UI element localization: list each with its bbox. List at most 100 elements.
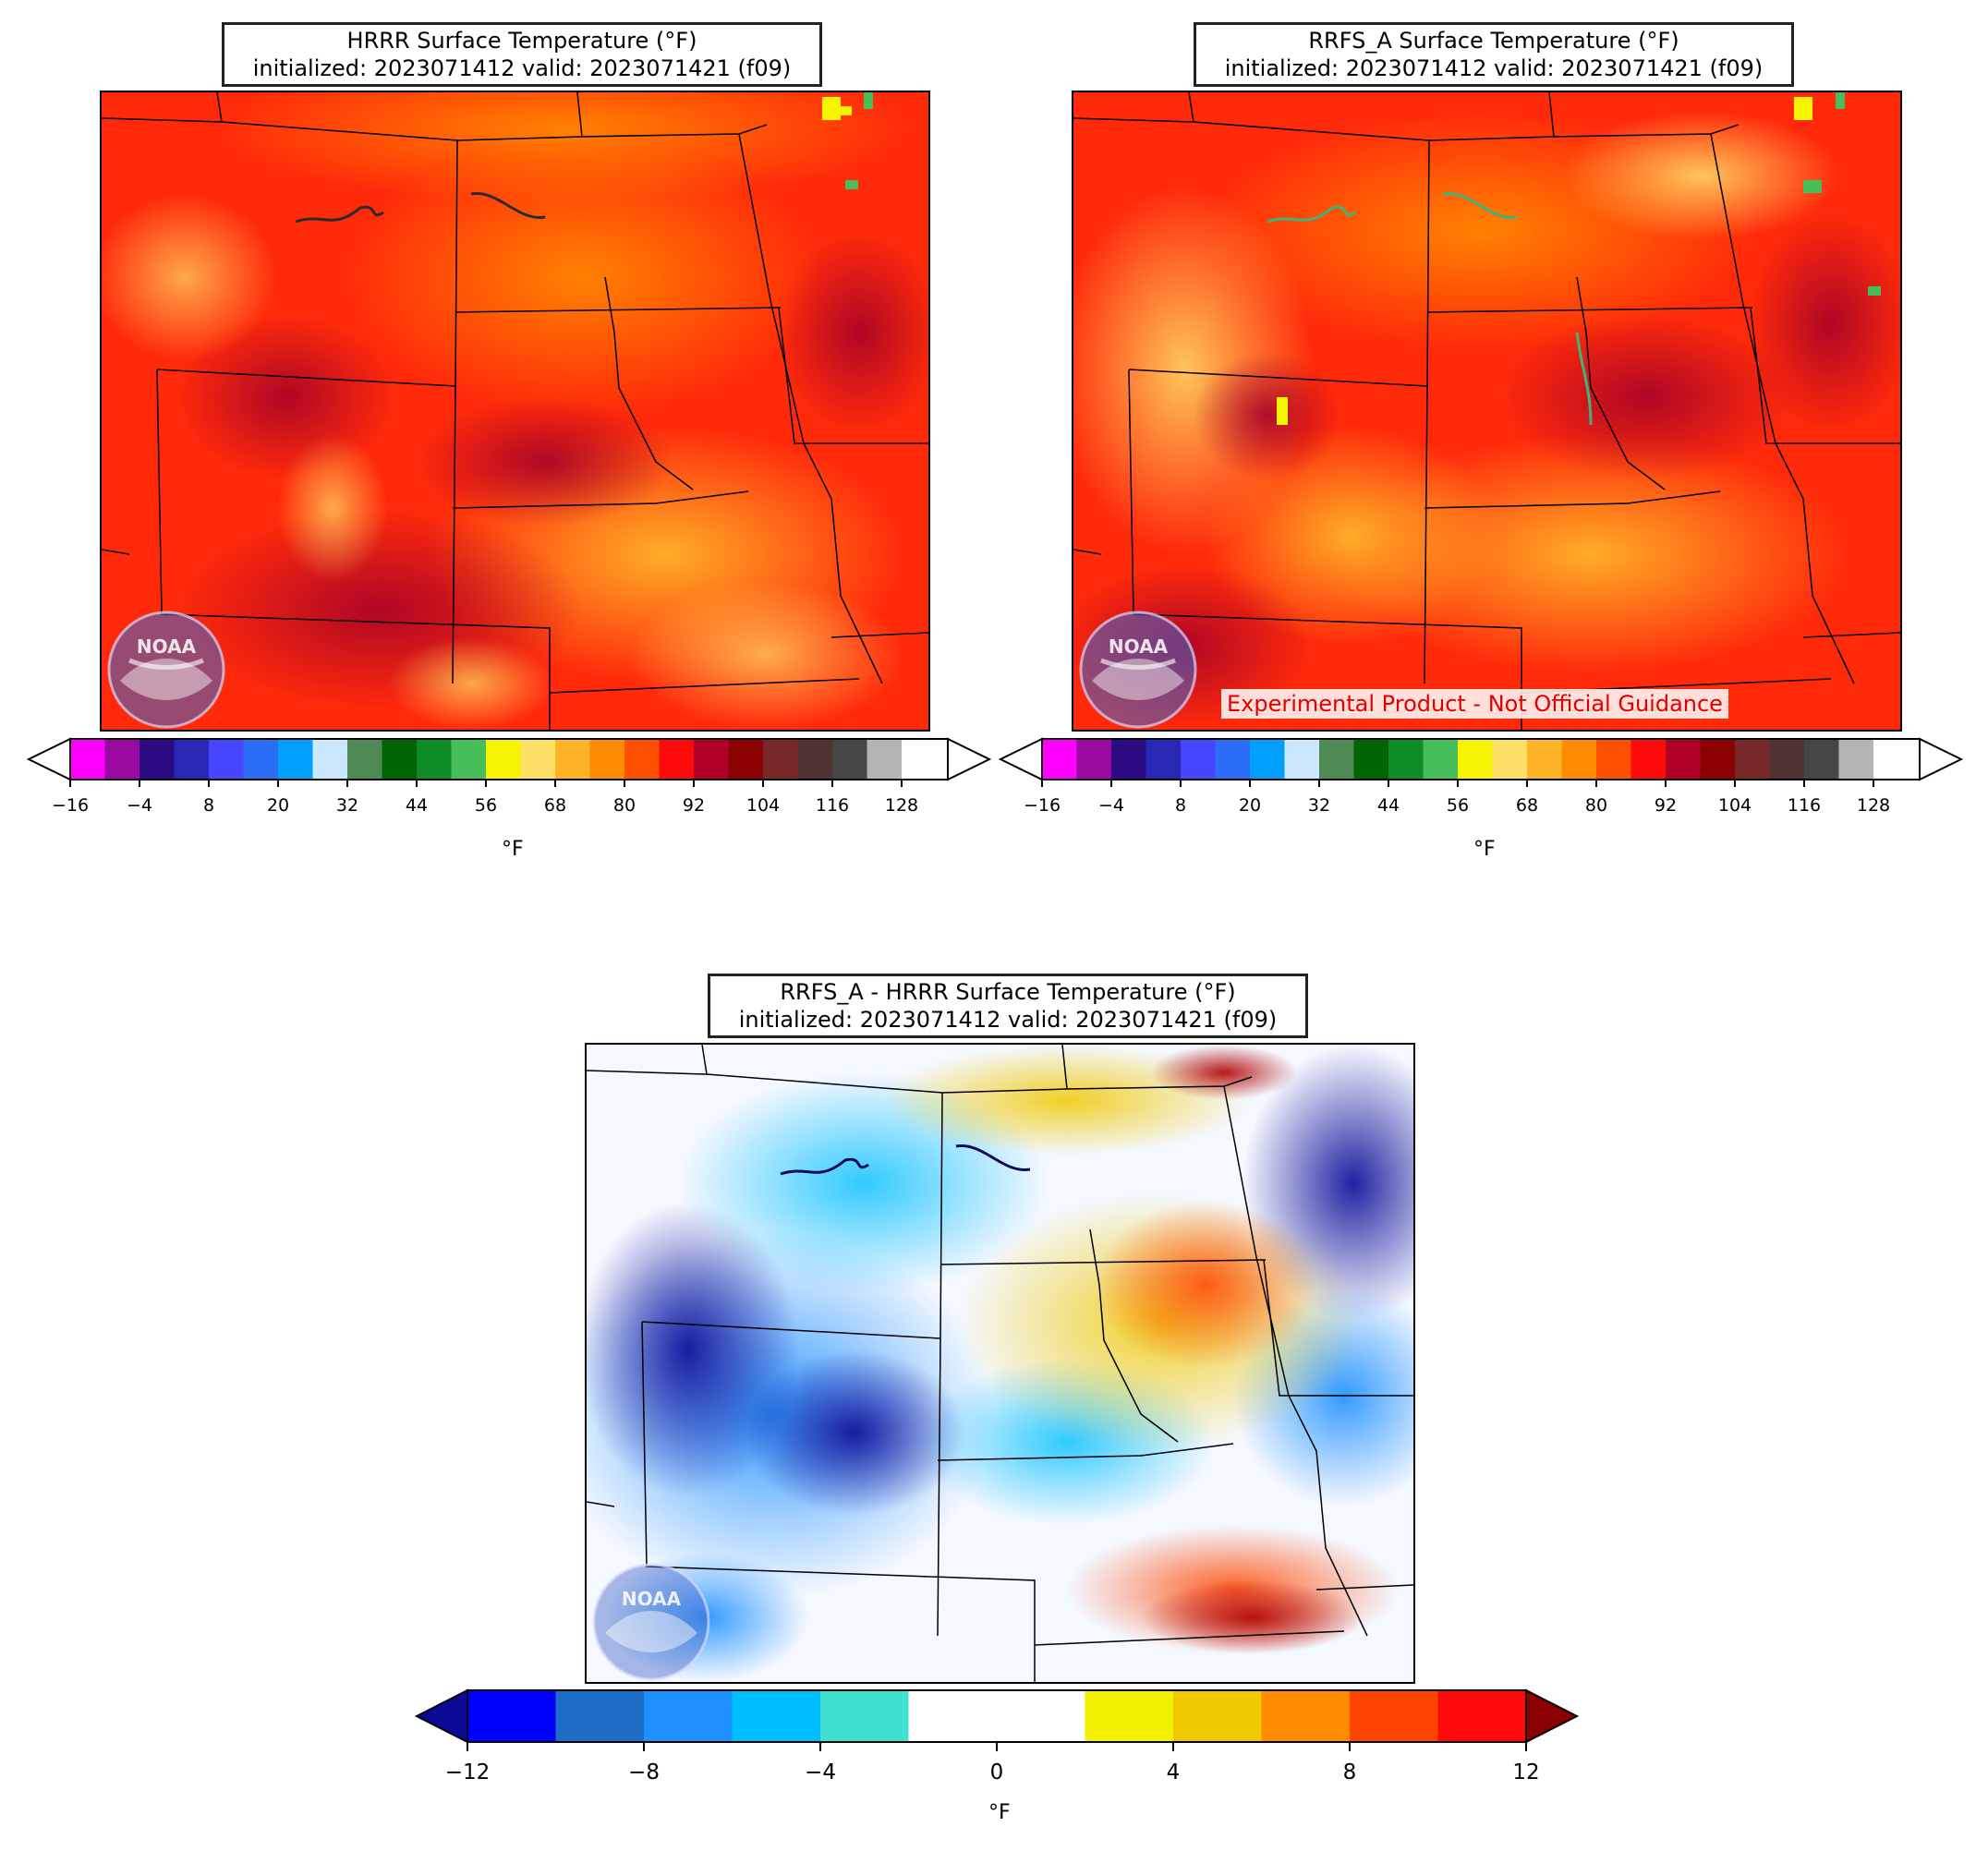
- diff-map: NOAA: [585, 1043, 1415, 1684]
- diff-colorbar-swatch: [1261, 1690, 1351, 1742]
- colorbar-swatch: [209, 739, 244, 780]
- colorbar-tick-label: 104: [746, 795, 780, 816]
- diff-colorbar-swatch: [732, 1690, 821, 1742]
- rrfs-map: NOAA Experimental Product - Not Official…: [1072, 91, 1902, 732]
- experimental-warning: Experimental Product - Not Official Guid…: [1221, 689, 1728, 719]
- diff-colorbar-swatch: [1173, 1690, 1262, 1742]
- colorbar-swatch: [382, 739, 418, 780]
- colorbar-tick-label: 56: [475, 795, 497, 816]
- colorbar-tick-label: 44: [1377, 795, 1400, 816]
- colorbar-swatch: [1700, 739, 1736, 780]
- rrfs-unit-label: °F: [1473, 838, 1496, 861]
- colorbar-swatch: [243, 739, 279, 780]
- colorbar-swatch: [347, 739, 382, 780]
- colorbar-swatch: [624, 739, 660, 780]
- hrrr-colorbar-over-arrow: [947, 737, 992, 781]
- diff-colorbar-tick-label: 0: [990, 1760, 1004, 1784]
- colorbar-swatch: [520, 739, 556, 780]
- colorbar-swatch: [1838, 739, 1874, 780]
- diff-title-line2: initialized: 2023071412 valid: 202307142…: [738, 1007, 1278, 1033]
- colorbar-swatch: [763, 739, 798, 780]
- noaa-logo-text: NOAA: [1109, 635, 1169, 658]
- colorbar-swatch: [278, 739, 313, 780]
- colorbar-tick-label: 104: [1718, 795, 1752, 816]
- colorbar-tick-label: 8: [1175, 795, 1186, 816]
- colorbar-swatch: [867, 739, 903, 780]
- hrrr-title-line2: initialized: 2023071412 valid: 202307142…: [252, 55, 792, 81]
- colorbar-swatch: [659, 739, 695, 780]
- colorbar-swatch: [1527, 739, 1562, 780]
- hrrr-colorbar-under-arrow: [26, 737, 71, 781]
- diff-title-line1: RRFS_A - HRRR Surface Temperature (°F): [780, 979, 1236, 1005]
- colorbar-swatch: [104, 739, 140, 780]
- colorbar-swatch: [1319, 739, 1354, 780]
- colorbar-swatch: [1388, 739, 1424, 780]
- colorbar-swatch: [797, 739, 833, 780]
- colorbar-tick-label: 68: [544, 795, 566, 816]
- diff-colorbar-swatch: [1085, 1690, 1174, 1742]
- rrfs-title-line1: RRFS_A Surface Temperature (°F): [1308, 28, 1679, 54]
- rrfs-colorbar-under-arrow: [998, 737, 1043, 781]
- colorbar-swatch: [1458, 739, 1493, 780]
- colorbar-tick-label: 20: [1239, 795, 1261, 816]
- colorbar-swatch: [1215, 739, 1251, 780]
- colorbar-swatch: [1630, 739, 1667, 780]
- diff-colorbar-under-arrow: [414, 1688, 468, 1744]
- diff-unit-label: °F: [988, 1801, 1011, 1824]
- colorbar-swatch: [1492, 739, 1528, 780]
- rrfs-colorbar-over-arrow: [1919, 737, 1964, 781]
- colorbar-swatch: [832, 739, 867, 780]
- colorbar-swatch: [1076, 739, 1112, 780]
- colorbar-tick-label: 20: [267, 795, 289, 816]
- hrrr-map-canvas: [102, 92, 928, 730]
- colorbar-swatch: [1042, 739, 1077, 780]
- colorbar-tick-label: 56: [1447, 795, 1469, 816]
- colorbar-tick-label: 32: [1308, 795, 1330, 816]
- colorbar-swatch: [1181, 739, 1216, 780]
- colorbar-tick-label: 128: [885, 795, 918, 816]
- colorbar-tick-label: −16: [1024, 795, 1061, 816]
- colorbar-swatch: [486, 739, 521, 780]
- diff-colorbar-swatch: [555, 1690, 645, 1742]
- colorbar-swatch: [70, 739, 105, 780]
- noaa-logo-icon: NOAA: [107, 611, 225, 729]
- diff-colorbar-tick-label: −8: [628, 1760, 660, 1784]
- diff-colorbar-swatch: [644, 1690, 733, 1742]
- colorbar-tick-label: −4: [127, 795, 152, 816]
- colorbar-swatch: [1111, 739, 1146, 780]
- colorbar-swatch: [1804, 739, 1839, 780]
- diff-colorbar-swatch: [908, 1690, 998, 1742]
- colorbar-swatch: [312, 739, 348, 780]
- diff-colorbar-ticks: −12 −8 −4 0 4 8 12: [445, 1742, 1540, 1784]
- colorbar-swatch: [1873, 739, 1909, 780]
- colorbar-swatch: [1284, 739, 1320, 780]
- colorbar-tick-label: 92: [683, 795, 705, 816]
- colorbar-tick-label: 8: [203, 795, 214, 816]
- diff-colorbar-tick-label: 8: [1343, 1760, 1357, 1784]
- colorbar-swatch: [1735, 739, 1770, 780]
- colorbar-swatch: [589, 739, 625, 780]
- hrrr-colorbar: −16 −4 8 20 32 44 56 68 80 92 104 116 128: [26, 737, 992, 816]
- diff-title: RRFS_A - HRRR Surface Temperature (°F) i…: [708, 974, 1308, 1038]
- rrfs-map-canvas: [1073, 92, 1900, 730]
- diff-colorbar-swatch: [1437, 1690, 1527, 1742]
- hrrr-colorbar-ticks: −16 −4 8 20 32 44 56 68 80 92 104 116 128: [52, 780, 918, 816]
- colorbar-swatch: [174, 739, 210, 780]
- rrfs-title: RRFS_A Surface Temperature (°F) initiali…: [1194, 22, 1794, 87]
- rrfs-colorbar: −16 −4 8 20 32 44 56 68 80 92 104 116 128: [998, 737, 1964, 816]
- colorbar-tick-label: −16: [52, 795, 89, 816]
- colorbar-swatch: [1250, 739, 1285, 780]
- noaa-logo-icon: NOAA: [592, 1563, 710, 1681]
- colorbar-swatch: [139, 739, 175, 780]
- colorbar-tick-label: 116: [816, 795, 849, 816]
- diff-colorbar-over-arrow: [1525, 1688, 1580, 1744]
- rrfs-title-line2: initialized: 2023071412 valid: 202307142…: [1224, 55, 1764, 81]
- colorbar-swatch: [694, 739, 729, 780]
- rrfs-colorbar-swatches: [1042, 739, 1909, 780]
- diff-map-canvas: [587, 1045, 1413, 1682]
- colorbar-swatch: [555, 739, 590, 780]
- colorbar-swatch: [1423, 739, 1459, 780]
- hrrr-colorbar-swatches: [70, 739, 937, 780]
- diff-colorbar-tick-label: 4: [1167, 1760, 1181, 1784]
- hrrr-title-line1: HRRR Surface Temperature (°F): [346, 28, 697, 54]
